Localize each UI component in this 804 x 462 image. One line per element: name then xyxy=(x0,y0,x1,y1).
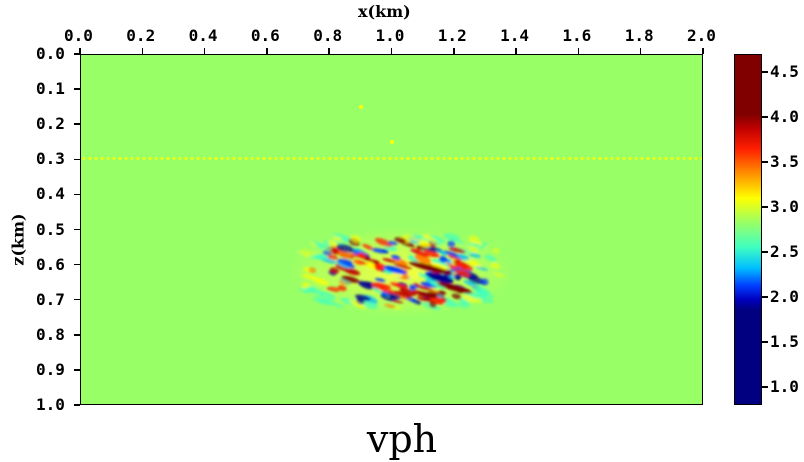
y-tick-label: 0.0 xyxy=(36,44,65,63)
y-tick-mark xyxy=(74,228,80,231)
y-tick-mark xyxy=(74,158,80,161)
colorbar xyxy=(734,54,762,405)
y-tick-mark xyxy=(74,369,80,371)
y-tick-label: 0.2 xyxy=(36,114,65,134)
y-tick-mark xyxy=(74,298,80,301)
y-tick-mark xyxy=(74,334,80,336)
y-tick-mark xyxy=(74,88,80,90)
x-tick-mark xyxy=(79,48,81,54)
heatmap-plot-area xyxy=(80,54,703,405)
x-tick-label: 0.2 xyxy=(126,26,156,45)
colorbar-tick-label: 4.0 xyxy=(770,107,799,126)
x-tick-label: 1.4 xyxy=(500,26,529,45)
y-tick-label: 0.3 xyxy=(36,149,65,169)
x-tick-mark xyxy=(577,48,580,54)
colorbar-tick-mark xyxy=(762,251,768,253)
x-tick-mark xyxy=(453,48,455,54)
x-tick-label: 0.8 xyxy=(313,26,343,45)
y-tick-label: 0.7 xyxy=(36,289,65,309)
y-tick-label: 1.0 xyxy=(36,395,65,414)
colorbar-tick-mark xyxy=(762,386,768,388)
x-tick-label: 1.8 xyxy=(624,26,654,45)
receiver-point xyxy=(390,140,394,144)
y-tick-label: 0.4 xyxy=(36,184,65,204)
colorbar-tick-label: 3.0 xyxy=(770,197,799,216)
colorbar-tick-label: 1.0 xyxy=(770,377,799,396)
y-tick-mark xyxy=(74,53,80,55)
y-tick-mark xyxy=(74,404,80,406)
colorbar-tick-mark xyxy=(762,296,768,298)
reflector-dotted-line xyxy=(81,157,702,160)
x-tick-label: 1.6 xyxy=(562,26,592,45)
x-tick-mark xyxy=(266,48,268,54)
colorbar-tick-label: 2.0 xyxy=(770,287,799,306)
colorbar-tick-label: 4.5 xyxy=(770,62,799,81)
x-tick-mark xyxy=(702,48,704,54)
y-tick-mark xyxy=(74,193,80,196)
source-point xyxy=(359,105,363,109)
y-tick-mark xyxy=(74,123,80,125)
y-tick-label: 0.6 xyxy=(36,254,65,274)
y-tick-label: 0.1 xyxy=(36,79,65,99)
y-tick-mark xyxy=(74,263,80,266)
x-tick-mark xyxy=(515,48,517,54)
y-tick-label: 0.5 xyxy=(36,219,65,239)
colorbar-tick-label: 3.5 xyxy=(770,152,799,171)
plot-title: vph xyxy=(366,417,438,461)
y-axis-title: z(km) xyxy=(8,213,28,266)
y-tick-label: 0.8 xyxy=(36,324,65,344)
colorbar-tick-mark xyxy=(762,71,768,73)
x-tick-label: 1.0 xyxy=(375,26,405,45)
velocity-anomaly xyxy=(290,228,512,316)
x-tick-mark xyxy=(328,48,330,54)
x-tick-mark xyxy=(203,48,206,54)
x-tick-mark xyxy=(141,48,144,54)
colorbar-tick-mark xyxy=(762,341,768,343)
colorbar-tick-mark xyxy=(762,206,768,208)
colorbar-tick-label: 1.5 xyxy=(770,332,799,351)
x-tick-label: 0.0 xyxy=(64,26,93,45)
colorbar-tick-mark xyxy=(762,161,768,163)
x-tick-mark xyxy=(639,48,642,54)
colorbar-tick-mark xyxy=(762,116,768,118)
x-tick-mark xyxy=(390,48,393,54)
x-tick-label: 0.6 xyxy=(250,26,280,45)
x-tick-label: 1.2 xyxy=(437,26,467,45)
x-tick-label: 2.0 xyxy=(687,26,716,45)
x-axis-title: x(km) xyxy=(358,2,411,21)
y-tick-label: 0.9 xyxy=(36,359,65,379)
colorbar-tick-label: 2.5 xyxy=(770,242,799,261)
x-tick-label: 0.4 xyxy=(188,26,218,45)
